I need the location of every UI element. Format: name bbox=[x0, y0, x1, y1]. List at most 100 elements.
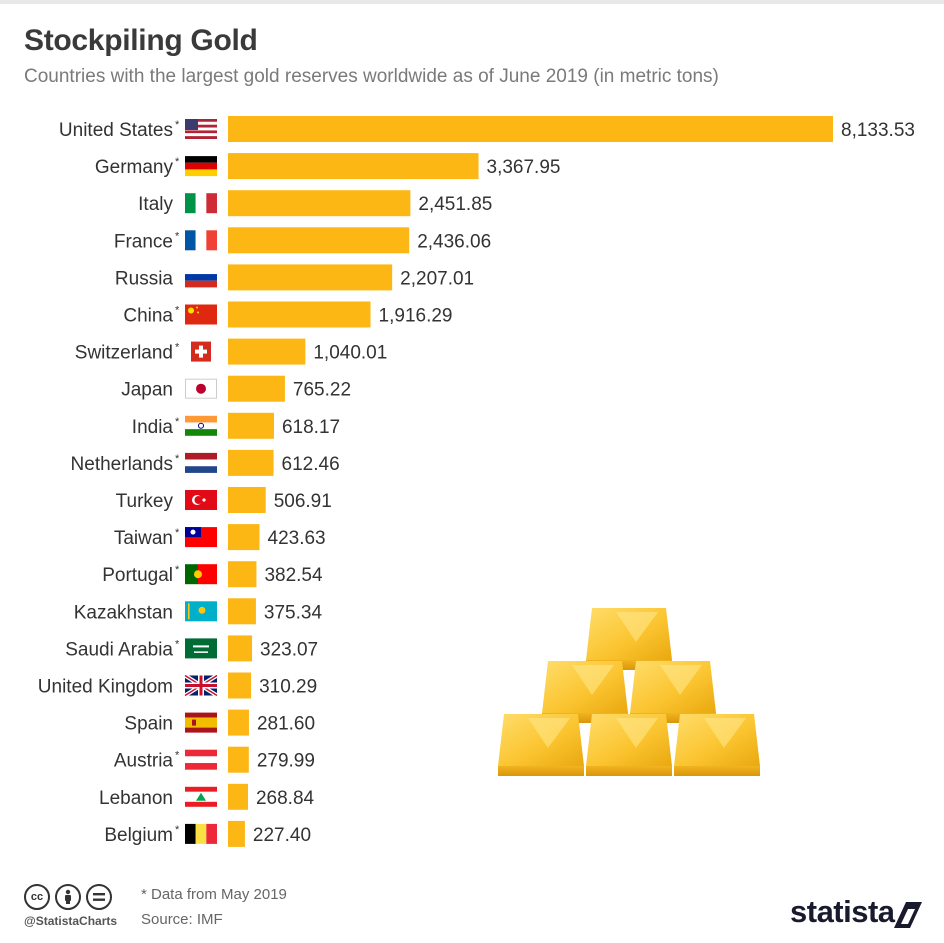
bar bbox=[228, 487, 266, 513]
portugal-flag-icon bbox=[185, 564, 217, 585]
asterisk-marker: * bbox=[175, 564, 180, 576]
value-label: 310.29 bbox=[259, 677, 317, 698]
asterisk-marker: * bbox=[175, 453, 180, 465]
taiwan-flag-icon bbox=[185, 527, 217, 548]
attribution-icon bbox=[55, 884, 81, 910]
value-label: 281.60 bbox=[257, 714, 315, 735]
bar bbox=[228, 227, 410, 254]
category-label: Kazakhstan bbox=[74, 602, 173, 623]
asterisk-marker: * bbox=[175, 527, 180, 539]
germany-flag-icon bbox=[185, 156, 217, 177]
value-label: 382.54 bbox=[264, 565, 323, 586]
category-label: Italy bbox=[138, 194, 173, 215]
bar bbox=[228, 709, 249, 736]
footnote: * Data from May 2019 bbox=[141, 886, 287, 903]
gold-bars-icon bbox=[498, 608, 760, 776]
category-label: Belgium bbox=[104, 825, 173, 846]
bar bbox=[228, 524, 260, 551]
asterisk-marker: * bbox=[175, 824, 180, 836]
category-label: Turkey bbox=[116, 491, 174, 512]
kazakhstan-flag-icon bbox=[185, 601, 217, 622]
category-label: Taiwan bbox=[114, 528, 173, 549]
asterisk-marker: * bbox=[175, 156, 180, 168]
chart-title: Stockpiling Gold bbox=[24, 24, 258, 57]
france-flag-icon bbox=[185, 230, 217, 251]
india-flag-icon bbox=[185, 415, 217, 436]
statista-logo-icon bbox=[894, 902, 922, 928]
asterisk-marker: * bbox=[175, 638, 180, 650]
bar bbox=[228, 598, 256, 625]
value-label: 423.63 bbox=[268, 528, 326, 549]
top-border bbox=[0, 0, 944, 4]
china-flag-icon bbox=[185, 304, 217, 325]
value-label: 1,040.01 bbox=[313, 343, 387, 364]
bar bbox=[228, 264, 393, 291]
category-label: Russia bbox=[115, 268, 174, 289]
category-label: Austria bbox=[114, 751, 174, 772]
category-label: India bbox=[132, 417, 174, 438]
no-derivatives-icon bbox=[86, 884, 112, 910]
creative-commons-icon: cc bbox=[24, 884, 50, 910]
value-label: 618.17 bbox=[282, 417, 340, 438]
asterisk-marker: * bbox=[175, 119, 180, 131]
bar bbox=[228, 116, 833, 142]
value-label: 506.91 bbox=[274, 491, 332, 512]
spain-flag-icon bbox=[185, 712, 217, 733]
bar bbox=[228, 153, 479, 180]
bar bbox=[228, 412, 274, 439]
bar bbox=[228, 635, 253, 662]
asterisk-marker: * bbox=[175, 750, 180, 762]
bar bbox=[228, 746, 249, 773]
bar bbox=[228, 449, 274, 476]
saudi-arabia-flag-icon bbox=[185, 638, 217, 659]
bar bbox=[228, 561, 257, 588]
category-label: United States bbox=[59, 120, 173, 141]
netherlands-flag-icon bbox=[185, 452, 217, 473]
uk-flag-icon bbox=[183, 673, 219, 698]
bar bbox=[228, 783, 248, 810]
bar bbox=[228, 190, 411, 217]
russia-flag-icon bbox=[185, 267, 217, 288]
chart-subtitle: Countries with the largest gold reserves… bbox=[24, 66, 719, 87]
source-note: Source: IMF bbox=[141, 911, 223, 928]
value-label: 2,207.01 bbox=[400, 268, 474, 289]
lebanon-flag-icon bbox=[185, 786, 217, 807]
austria-flag-icon bbox=[185, 749, 217, 770]
value-label: 1,916.29 bbox=[379, 306, 453, 327]
bar bbox=[228, 672, 252, 699]
asterisk-marker: * bbox=[175, 305, 180, 317]
bar bbox=[228, 301, 371, 328]
statista-logo: statista bbox=[790, 894, 895, 929]
category-label: Netherlands bbox=[71, 454, 173, 475]
asterisk-marker: * bbox=[175, 416, 180, 428]
japan-flag-icon bbox=[185, 378, 217, 399]
category-label: Portugal bbox=[102, 565, 173, 586]
category-label: Switzerland bbox=[75, 343, 173, 364]
category-label: Lebanon bbox=[99, 788, 173, 809]
license-icons: cc bbox=[24, 884, 112, 910]
category-label: Japan bbox=[121, 380, 173, 401]
turkey-flag-icon bbox=[185, 490, 217, 510]
asterisk-marker: * bbox=[175, 342, 180, 354]
value-label: 612.46 bbox=[282, 454, 340, 475]
value-label: 765.22 bbox=[293, 380, 351, 401]
bar bbox=[228, 338, 306, 365]
value-label: 8,133.53 bbox=[841, 120, 915, 141]
statista-handle: @StatistaCharts bbox=[24, 914, 118, 928]
category-label: United Kingdom bbox=[38, 677, 173, 698]
asterisk-marker: * bbox=[175, 230, 180, 242]
belgium-flag-icon bbox=[185, 823, 217, 844]
category-label: Saudi Arabia bbox=[65, 639, 173, 660]
category-label: Spain bbox=[124, 714, 173, 735]
category-label: France bbox=[114, 231, 173, 252]
category-label: China bbox=[123, 306, 173, 327]
value-label: 375.34 bbox=[264, 602, 323, 623]
value-label: 279.99 bbox=[257, 751, 315, 772]
italy-flag-icon bbox=[185, 193, 217, 214]
bar bbox=[228, 820, 245, 847]
value-label: 323.07 bbox=[260, 639, 318, 660]
value-label: 2,451.85 bbox=[418, 194, 492, 215]
bar bbox=[228, 375, 285, 402]
switzerland-flag-icon bbox=[191, 341, 211, 362]
